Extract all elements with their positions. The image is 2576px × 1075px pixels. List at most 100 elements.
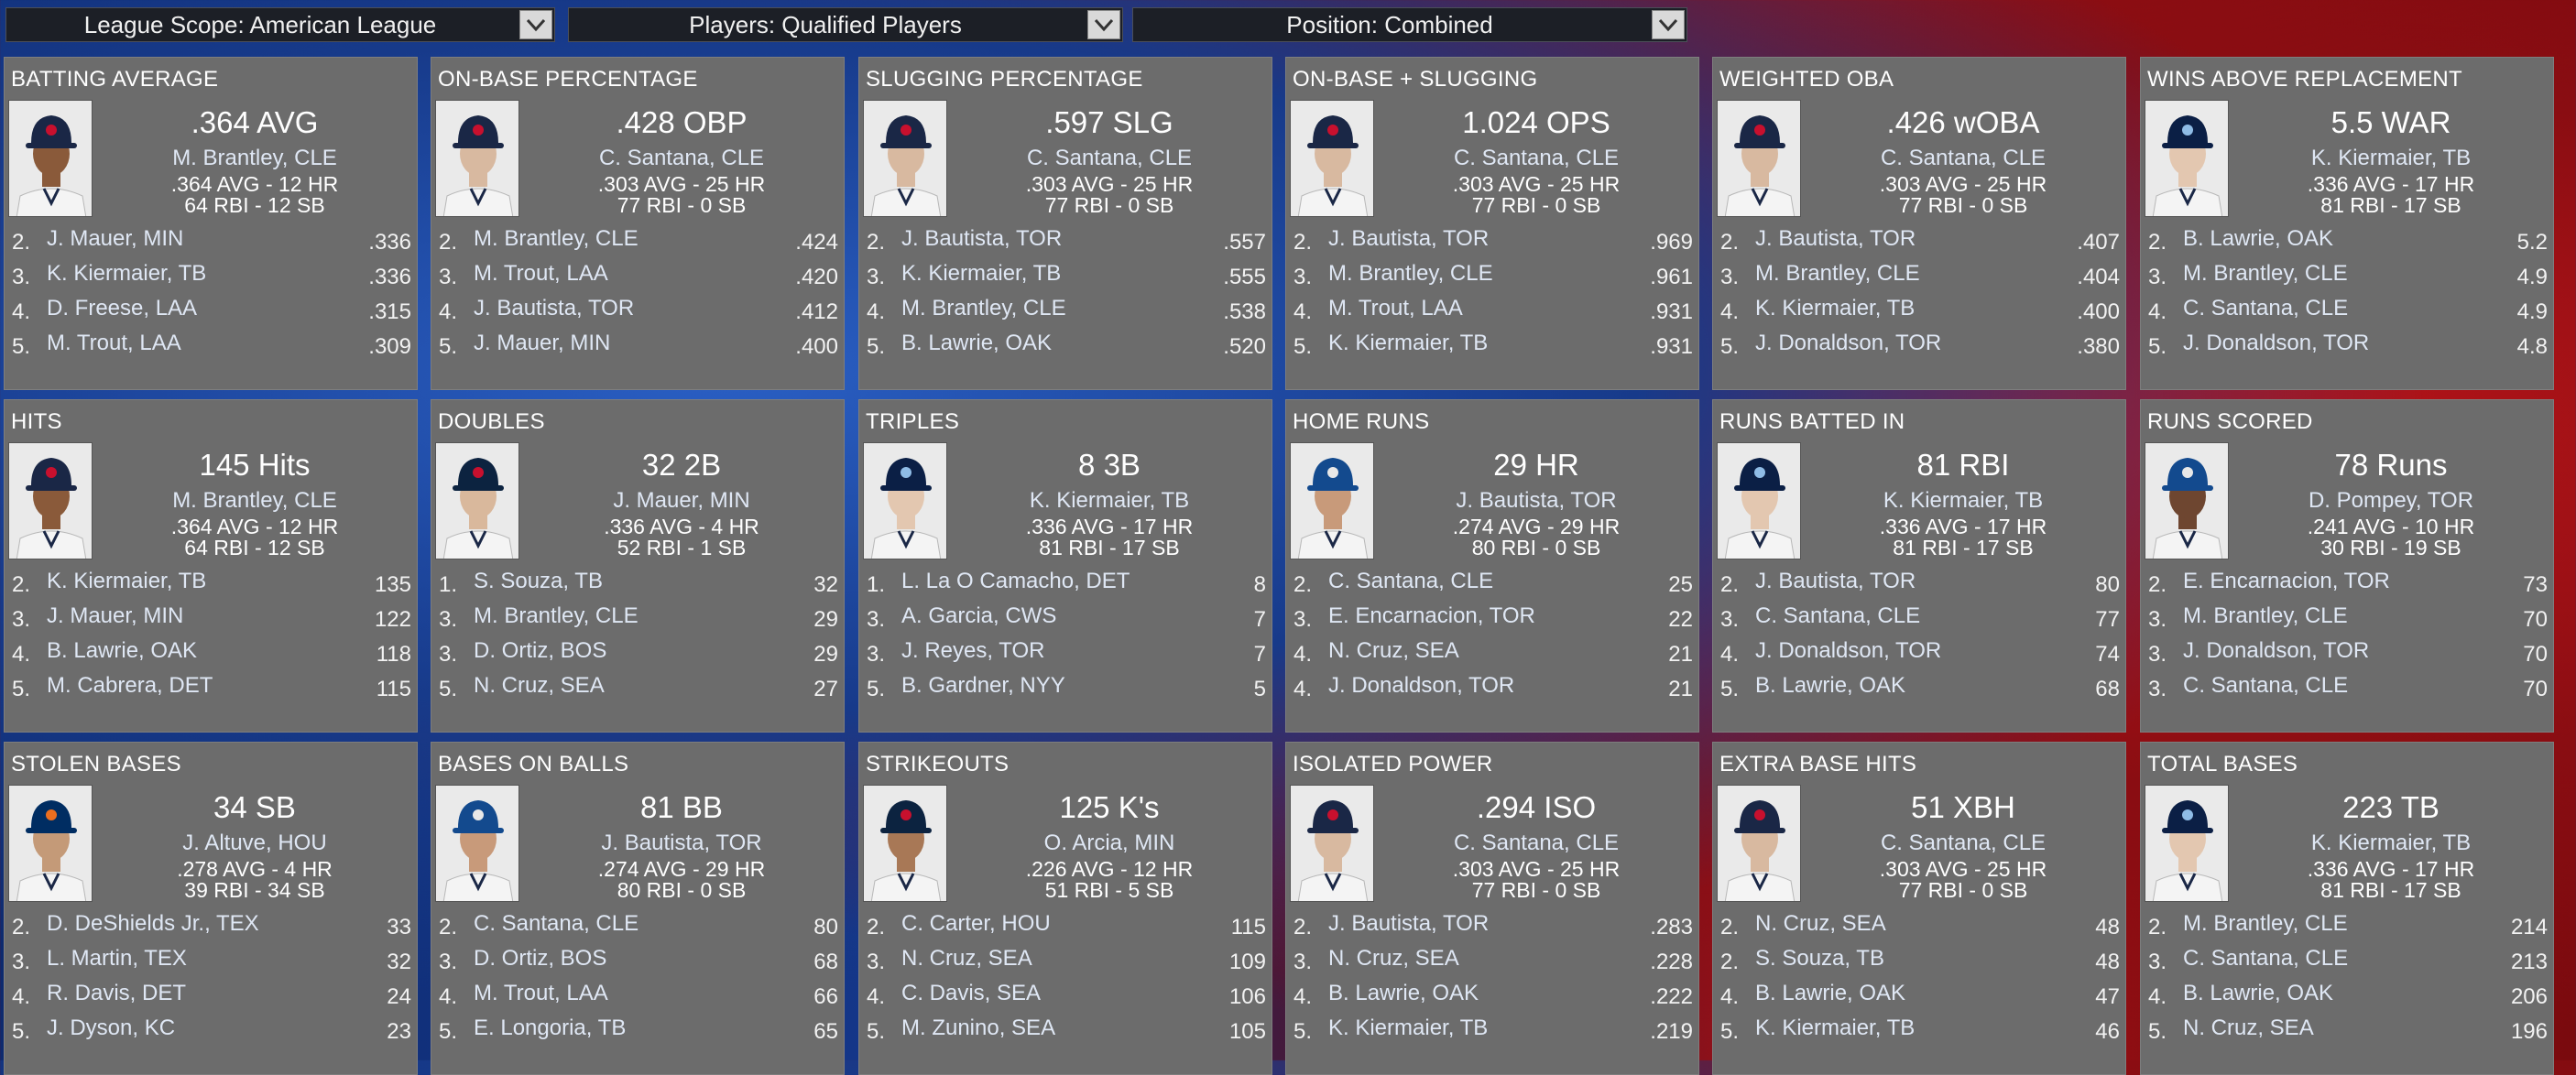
leader-row[interactable]: 4. B. Lawrie, OAK 47 [1713, 981, 2125, 1015]
row-player-name[interactable]: M. Brantley, CLE [1328, 261, 1493, 286]
leader-row[interactable]: 3. D. Ortiz, BOS 68 [431, 946, 844, 981]
leader-row[interactable]: 2. N. Cruz, SEA 48 [1713, 911, 2125, 946]
leader-card[interactable]: RUNS BATTED IN 81 RBI K. Kiermaier, TB .… [1712, 399, 2126, 733]
leader-row[interactable]: 4. K. Kiermaier, TB .400 [1713, 296, 2125, 331]
leader-row[interactable]: 5. B. Lawrie, OAK 68 [1713, 673, 2125, 708]
row-player-name[interactable]: N. Cruz, SEA [2183, 1015, 2314, 1040]
leader-row[interactable]: 4. B. Lawrie, OAK .222 [1286, 981, 1698, 1015]
leader-row[interactable]: 5. M. Cabrera, DET 115 [5, 673, 417, 708]
row-player-name[interactable]: J. Bautista, TOR [1755, 569, 1916, 593]
leader-player-name[interactable]: K. Kiermaier, TB [1883, 488, 2044, 513]
leader-row[interactable]: 4. C. Davis, SEA 106 [859, 981, 1272, 1015]
row-player-name[interactable]: E. Longoria, TB [474, 1015, 627, 1040]
leader-row[interactable]: 2. M. Brantley, CLE .424 [431, 226, 844, 261]
leader-row[interactable]: 5. J. Donaldson, TOR 4.8 [2141, 331, 2553, 365]
row-player-name[interactable]: C. Santana, CLE [2183, 673, 2349, 698]
leader-row[interactable]: 5. K. Kiermaier, TB 46 [1713, 1015, 2125, 1050]
leader-row[interactable]: 3. M. Trout, LAA .420 [431, 261, 844, 296]
player-photo[interactable] [1290, 100, 1374, 217]
row-player-name[interactable]: K. Kiermaier, TB [1328, 331, 1489, 355]
row-player-name[interactable]: B. Gardner, NYY [901, 673, 1065, 698]
player-photo[interactable] [2145, 442, 2229, 559]
row-player-name[interactable]: D. Freese, LAA [47, 296, 198, 320]
leader-row[interactable]: 2. C. Santana, CLE 25 [1286, 569, 1698, 603]
leader-card[interactable]: TOTAL BASES 223 TB K. Kiermaier, TB .336… [2140, 742, 2554, 1075]
row-player-name[interactable]: E. Encarnacion, TOR [2183, 569, 2390, 593]
row-player-name[interactable]: C. Santana, CLE [474, 911, 639, 936]
row-player-name[interactable]: M. Trout, LAA [474, 981, 608, 1005]
leader-row[interactable]: 3. K. Kiermaier, TB .555 [859, 261, 1272, 296]
leader-row[interactable]: 3. C. Santana, CLE 70 [2141, 673, 2553, 708]
player-photo[interactable] [2145, 785, 2229, 902]
chevron-down-icon[interactable] [1087, 10, 1120, 39]
chevron-down-icon[interactable] [1652, 10, 1685, 39]
row-player-name[interactable]: M. Trout, LAA [1328, 296, 1463, 320]
leader-row[interactable]: 1. L. La O Camacho, DET 8 [859, 569, 1272, 603]
leader-card[interactable]: ON-BASE + SLUGGING 1.024 OPS C. Santana,… [1285, 57, 1699, 390]
player-photo[interactable] [863, 442, 947, 559]
leader-card[interactable]: ISOLATED POWER .294 ISO C. Santana, CLE … [1285, 742, 1699, 1075]
leader-row[interactable]: 2. J. Bautista, TOR .407 [1713, 226, 2125, 261]
row-player-name[interactable]: N. Cruz, SEA [901, 946, 1032, 971]
row-player-name[interactable]: M. Brantley, CLE [2183, 911, 2348, 936]
leader-card[interactable]: RUNS SCORED 78 Runs D. Pompey, TOR .241 … [2140, 399, 2554, 733]
leader-row[interactable]: 2. J. Bautista, TOR 80 [1713, 569, 2125, 603]
leader-row[interactable]: 2. D. DeShields Jr., TEX 33 [5, 911, 417, 946]
row-player-name[interactable]: C. Santana, CLE [1755, 603, 1921, 628]
player-photo[interactable] [8, 442, 93, 559]
leader-row[interactable]: 5. N. Cruz, SEA 27 [431, 673, 844, 708]
leader-row[interactable]: 5. E. Longoria, TB 65 [431, 1015, 844, 1050]
row-player-name[interactable]: N. Cruz, SEA [1328, 638, 1459, 663]
leader-row[interactable]: 5. B. Lawrie, OAK .520 [859, 331, 1272, 365]
row-player-name[interactable]: M. Brantley, CLE [2183, 261, 2348, 286]
leader-row[interactable]: 2. J. Bautista, TOR .557 [859, 226, 1272, 261]
row-player-name[interactable]: L. Martin, TEX [47, 946, 187, 971]
leader-row[interactable]: 4. M. Trout, LAA 66 [431, 981, 844, 1015]
player-photo[interactable] [435, 785, 519, 902]
row-player-name[interactable]: M. Brantley, CLE [474, 603, 639, 628]
leader-card[interactable]: DOUBLES 32 2B J. Mauer, MIN .336 AVG - 4… [431, 399, 845, 733]
position-dropdown[interactable]: Position: Combined [1132, 7, 1687, 42]
row-player-name[interactable]: J. Donaldson, TOR [1755, 331, 1942, 355]
chevron-down-icon[interactable] [519, 10, 552, 39]
leader-row[interactable]: 2. J. Mauer, MIN .336 [5, 226, 417, 261]
leader-row[interactable]: 5. M. Zunino, SEA 105 [859, 1015, 1272, 1050]
row-player-name[interactable]: M. Trout, LAA [47, 331, 181, 355]
row-player-name[interactable]: S. Souza, TB [1755, 946, 1884, 971]
player-photo[interactable] [1717, 785, 1801, 902]
leader-row[interactable]: 3. L. Martin, TEX 32 [5, 946, 417, 981]
leader-row[interactable]: 2. J. Bautista, TOR .283 [1286, 911, 1698, 946]
row-player-name[interactable]: J. Reyes, TOR [901, 638, 1045, 663]
leader-row[interactable]: 2. S. Souza, TB 48 [1713, 946, 2125, 981]
row-player-name[interactable]: M. Cabrera, DET [47, 673, 213, 698]
leader-row[interactable]: 3. C. Santana, CLE 77 [1713, 603, 2125, 638]
leader-row[interactable]: 5. M. Trout, LAA .309 [5, 331, 417, 365]
leader-row[interactable]: 3. N. Cruz, SEA 109 [859, 946, 1272, 981]
row-player-name[interactable]: K. Kiermaier, TB [901, 261, 1062, 286]
player-photo[interactable] [1717, 100, 1801, 217]
row-player-name[interactable]: B. Lawrie, OAK [1755, 673, 1906, 698]
row-player-name[interactable]: C. Santana, CLE [2183, 296, 2349, 320]
row-player-name[interactable]: R. Davis, DET [47, 981, 187, 1005]
leader-row[interactable]: 3. J. Reyes, TOR 7 [859, 638, 1272, 673]
leader-row[interactable]: 4. M. Brantley, CLE .538 [859, 296, 1272, 331]
player-photo[interactable] [863, 785, 947, 902]
players-dropdown[interactable]: Players: Qualified Players [568, 7, 1123, 42]
leader-row[interactable]: 5. J. Donaldson, TOR .380 [1713, 331, 2125, 365]
player-photo[interactable] [8, 100, 93, 217]
row-player-name[interactable]: J. Mauer, MIN [47, 603, 184, 628]
leader-row[interactable]: 3. M. Brantley, CLE .961 [1286, 261, 1698, 296]
row-player-name[interactable]: J. Dyson, KC [47, 1015, 176, 1040]
leader-row[interactable]: 5. B. Gardner, NYY 5 [859, 673, 1272, 708]
row-player-name[interactable]: J. Donaldson, TOR [2183, 331, 2370, 355]
leader-row[interactable]: 5. K. Kiermaier, TB .219 [1286, 1015, 1698, 1050]
leader-card[interactable]: ON-BASE PERCENTAGE .428 OBP C. Santana, … [431, 57, 845, 390]
leader-row[interactable]: 3. E. Encarnacion, TOR 22 [1286, 603, 1698, 638]
row-player-name[interactable]: L. La O Camacho, DET [901, 569, 1130, 593]
row-player-name[interactable]: B. Lawrie, OAK [1328, 981, 1479, 1005]
leader-card[interactable]: HITS 145 Hits M. Brantley, CLE .364 AVG … [4, 399, 418, 733]
leader-card[interactable]: STRIKEOUTS 125 K's O. Arcia, MIN .226 AV… [858, 742, 1272, 1075]
row-player-name[interactable]: A. Garcia, CWS [901, 603, 1057, 628]
row-player-name[interactable]: J. Bautista, TOR [901, 226, 1063, 251]
row-player-name[interactable]: K. Kiermaier, TB [1755, 296, 1916, 320]
